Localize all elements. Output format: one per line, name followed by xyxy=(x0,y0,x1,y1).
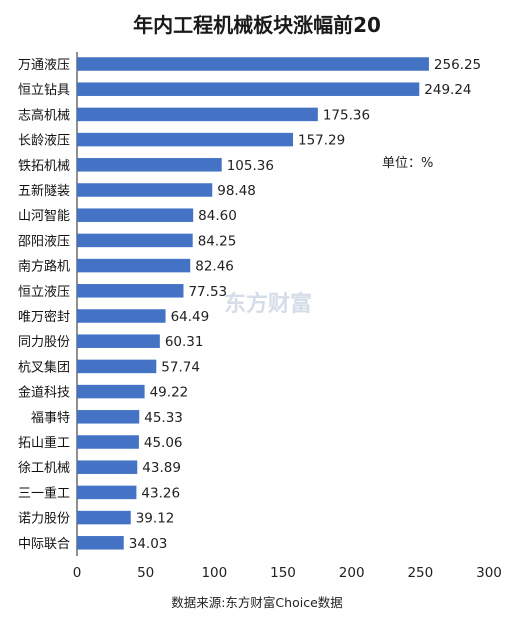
category-label: 铁拓机械 xyxy=(18,159,70,174)
value-label: 39.12 xyxy=(136,511,175,527)
bar xyxy=(77,284,184,298)
bar xyxy=(77,183,213,197)
category-label: 五新隧装 xyxy=(18,183,70,199)
x-tick-label: 50 xyxy=(137,565,154,581)
bar xyxy=(77,208,194,222)
category-label: 万通液压 xyxy=(18,58,70,73)
value-label: 157.29 xyxy=(298,133,345,149)
bar xyxy=(77,435,139,449)
value-label: 105.36 xyxy=(227,158,274,174)
value-label: 82.46 xyxy=(195,259,234,275)
bars-group: 万通液压 256.25 恒立钻具 249.24 志高机械 175.36 长龄液压 157.29… xyxy=(18,57,481,552)
x-tick-label: 250 xyxy=(407,565,433,581)
bar xyxy=(77,510,131,525)
bar xyxy=(77,334,160,348)
category-label: 同力股份 xyxy=(18,335,70,350)
value-label: 256.25 xyxy=(434,57,481,73)
category-label: 福事特 xyxy=(31,411,70,426)
value-label: 84.25 xyxy=(198,233,237,249)
value-label: 64.49 xyxy=(171,309,210,325)
bar xyxy=(77,384,145,399)
category-label: 诺力股份 xyxy=(18,512,70,527)
value-label: 45.33 xyxy=(144,410,183,426)
value-label: 43.89 xyxy=(142,460,181,476)
unit-label: 单位：% xyxy=(382,156,433,171)
value-label: 77.53 xyxy=(188,284,227,300)
bar xyxy=(77,258,191,273)
value-label: 49.22 xyxy=(150,385,189,401)
bar xyxy=(77,309,166,323)
category-label: 恒立液压 xyxy=(18,285,70,300)
category-label: 邵阳液压 xyxy=(18,234,70,249)
value-label: 84.60 xyxy=(198,208,237,224)
chart-title: 年内工程机械板块涨幅前20 xyxy=(133,13,381,37)
value-label: 45.06 xyxy=(144,435,183,451)
value-label: 249.24 xyxy=(424,82,471,98)
bar xyxy=(77,460,138,474)
bar xyxy=(77,132,294,147)
x-axis-ticks: 0 50 100 150 200 250 300 xyxy=(73,565,502,581)
watermark-text: 东方财富 xyxy=(224,291,312,317)
category-label: 徐工机械 xyxy=(18,461,70,476)
category-label: 恒立钻具 xyxy=(18,83,70,98)
x-tick-label: 150 xyxy=(270,565,296,581)
category-label: 山河智能 xyxy=(18,209,70,224)
category-label: 杭叉集团 xyxy=(18,359,70,375)
bar xyxy=(77,107,318,122)
category-label: 金道科技 xyxy=(18,385,70,401)
value-label: 98.48 xyxy=(217,183,256,199)
bar xyxy=(77,410,140,424)
x-tick-label: 0 xyxy=(73,565,82,581)
category-label: 志高机械 xyxy=(18,107,70,123)
bar xyxy=(77,485,137,500)
x-tick-label: 200 xyxy=(339,565,365,581)
value-label: 34.03 xyxy=(129,536,168,552)
x-tick-label: 300 xyxy=(476,565,502,581)
bar xyxy=(77,233,193,248)
category-label: 长龄液压 xyxy=(18,134,70,149)
bar xyxy=(77,158,222,172)
category-label: 拓山重工 xyxy=(18,435,70,451)
category-label: 唯万密封 xyxy=(18,309,70,325)
value-label: 60.31 xyxy=(165,334,204,350)
category-label: 三一重工 xyxy=(18,485,70,501)
value-label: 43.26 xyxy=(141,485,180,501)
bar xyxy=(77,57,429,71)
value-label: 175.36 xyxy=(323,107,370,123)
bar xyxy=(77,359,157,374)
value-label: 57.74 xyxy=(161,359,200,375)
source-note: 数据来源:东方财富Choice数据 xyxy=(171,595,343,610)
x-tick-label: 100 xyxy=(201,565,227,581)
bar xyxy=(77,82,420,96)
category-label: 中际联合 xyxy=(18,537,70,552)
bar xyxy=(77,536,124,550)
category-label: 南方路机 xyxy=(18,259,70,275)
